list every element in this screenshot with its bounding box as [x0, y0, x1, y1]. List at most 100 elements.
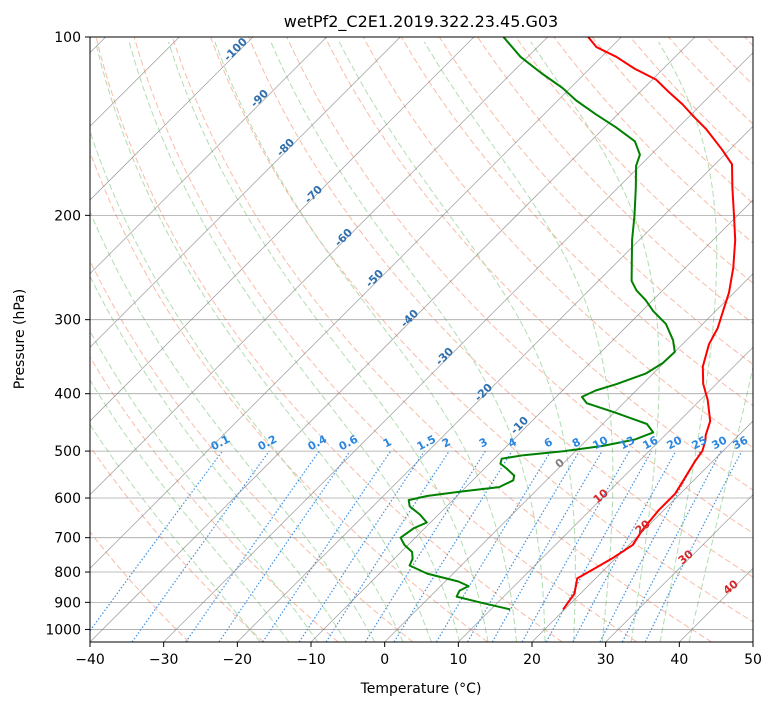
dry-adiabat-line [286, 37, 753, 534]
mixing-ratio-label: 25 [690, 434, 710, 453]
moist-adiabat-line [90, 423, 261, 642]
x-tick-label: 50 [744, 652, 762, 668]
temperature-profile-line [562, 37, 737, 610]
y-tick-label: 600 [54, 491, 81, 507]
y-axis-ticks: 100 200 300 400 500 600 700 800 900 1000 [45, 30, 90, 638]
dry-adiabat-line [210, 37, 753, 623]
mixing-ratio-line [393, 450, 513, 642]
isotherm-line [531, 420, 753, 642]
dry-adiabat-line [90, 150, 488, 642]
isotherm-line [90, 37, 548, 496]
background-lines [90, 37, 753, 642]
mixing-ratio-label: 13 [618, 434, 638, 453]
x-tick-label: −10 [296, 652, 326, 668]
isotherm-line [458, 346, 753, 642]
moist-adiabat-line [90, 210, 376, 642]
y-axis-label: Pressure (hPa) [12, 289, 28, 389]
isotherm-line [90, 37, 475, 422]
mixing-ratio-label: 36 [731, 433, 751, 452]
chart-title: wetPf2_C2E1.2019.322.23.45.G03 [284, 12, 558, 32]
x-tick-label: 20 [523, 652, 541, 668]
moist-adiabat-line [95, 41, 432, 642]
dry-adiabat-line [324, 37, 753, 491]
plot-frame [89, 36, 754, 643]
dry-adiabat-line [438, 37, 753, 365]
x-axis-label: Temperature (°C) [360, 681, 482, 697]
y-tick-label: 900 [54, 595, 81, 611]
x-tick-label: 0 [380, 652, 389, 668]
mixing-ratio-line [90, 450, 223, 632]
moist-adiabat-line [688, 365, 753, 642]
y-tick-label: 400 [54, 387, 81, 403]
moist-adiabat-line [90, 129, 404, 642]
moist-adiabat-line [214, 41, 517, 642]
x-tick-label: 40 [670, 652, 688, 668]
x-axis-ticks: −40 −30 −20 −10 0 10 20 30 40 50 [75, 642, 762, 668]
dry-adiabat-line [591, 37, 753, 204]
mixing-ratio-line [491, 450, 603, 642]
isotherm-line [237, 125, 753, 642]
x-tick-label: −20 [223, 652, 253, 668]
mixing-ratio-line [621, 450, 722, 642]
mixing-ratio-line [572, 450, 677, 642]
inner-line-labels: -100-90-80-70-60-50-40-30-20-100.1 0.2 0.4… [209, 35, 751, 597]
dry-adiabat-line [248, 37, 753, 578]
mixing-ratio-line [218, 450, 351, 642]
isotherm-line [310, 199, 753, 642]
isotherm-line [90, 37, 327, 275]
moist-adiabat-line [338, 41, 576, 642]
y-tick-label: 700 [54, 531, 81, 547]
moist-adiabat-line [90, 379, 290, 642]
moist-adiabat-line [270, 41, 546, 642]
x-tick-label: −30 [149, 652, 179, 668]
dry-adiabat-line [90, 355, 339, 642]
y-tick-label: 800 [54, 565, 81, 581]
sounding-series [399, 37, 737, 611]
dry-adiabat-line [477, 37, 753, 325]
dry-adiabat-line [629, 37, 753, 165]
x-tick-label: −40 [75, 652, 105, 668]
isotherm-line [384, 273, 753, 642]
dry-adiabat-line [90, 531, 190, 642]
moist-adiabat-line [168, 41, 489, 642]
dry-adiabat-line [133, 37, 638, 642]
mixing-ratio-line [185, 450, 320, 642]
isotherm-line [90, 37, 401, 348]
x-tick-label: 30 [597, 652, 615, 668]
isotherm-line [752, 641, 753, 642]
y-tick-label: 1000 [45, 622, 81, 638]
x-tick-label: 10 [449, 652, 467, 668]
mixing-ratio-label: 20 [665, 433, 685, 452]
mixing-ratio-label: 16 [641, 433, 661, 452]
dewpoint-profile-line [399, 37, 676, 611]
mixing-ratio-line [364, 450, 486, 642]
dry-adiabat-line [90, 259, 414, 642]
mixing-ratio-line [644, 450, 743, 642]
mixing-ratio-label: 10 [591, 433, 611, 452]
dry-adiabat-line [515, 37, 753, 284]
dry-adiabat-line [400, 37, 753, 407]
plot-background [90, 37, 753, 642]
isotherm-line [90, 37, 696, 642]
mixing-ratio-line [325, 450, 450, 642]
isotherm-line [163, 52, 753, 642]
mixing-ratio-line [599, 450, 702, 642]
mixing-ratio-line [521, 450, 631, 642]
y-tick-label: 200 [54, 208, 81, 224]
y-tick-label: 500 [54, 444, 81, 460]
moist-adiabat-line [90, 275, 347, 642]
mixing-ratio-label: 30 [710, 433, 730, 452]
isotherm-line [605, 494, 753, 642]
y-tick-label: 300 [54, 313, 81, 329]
isotherm-line [90, 37, 622, 569]
y-tick-label: 100 [54, 30, 81, 46]
moist-adiabat-line [423, 41, 614, 642]
dry-adiabat-line [553, 37, 753, 244]
mixing-ratio-line [298, 450, 425, 642]
dry-adiabat-line [95, 37, 563, 642]
isotherm-line [90, 37, 254, 201]
moist-adiabat-line [530, 41, 660, 642]
mixing-ratio-line [131, 450, 270, 642]
moist-adiabat-line [128, 41, 461, 642]
